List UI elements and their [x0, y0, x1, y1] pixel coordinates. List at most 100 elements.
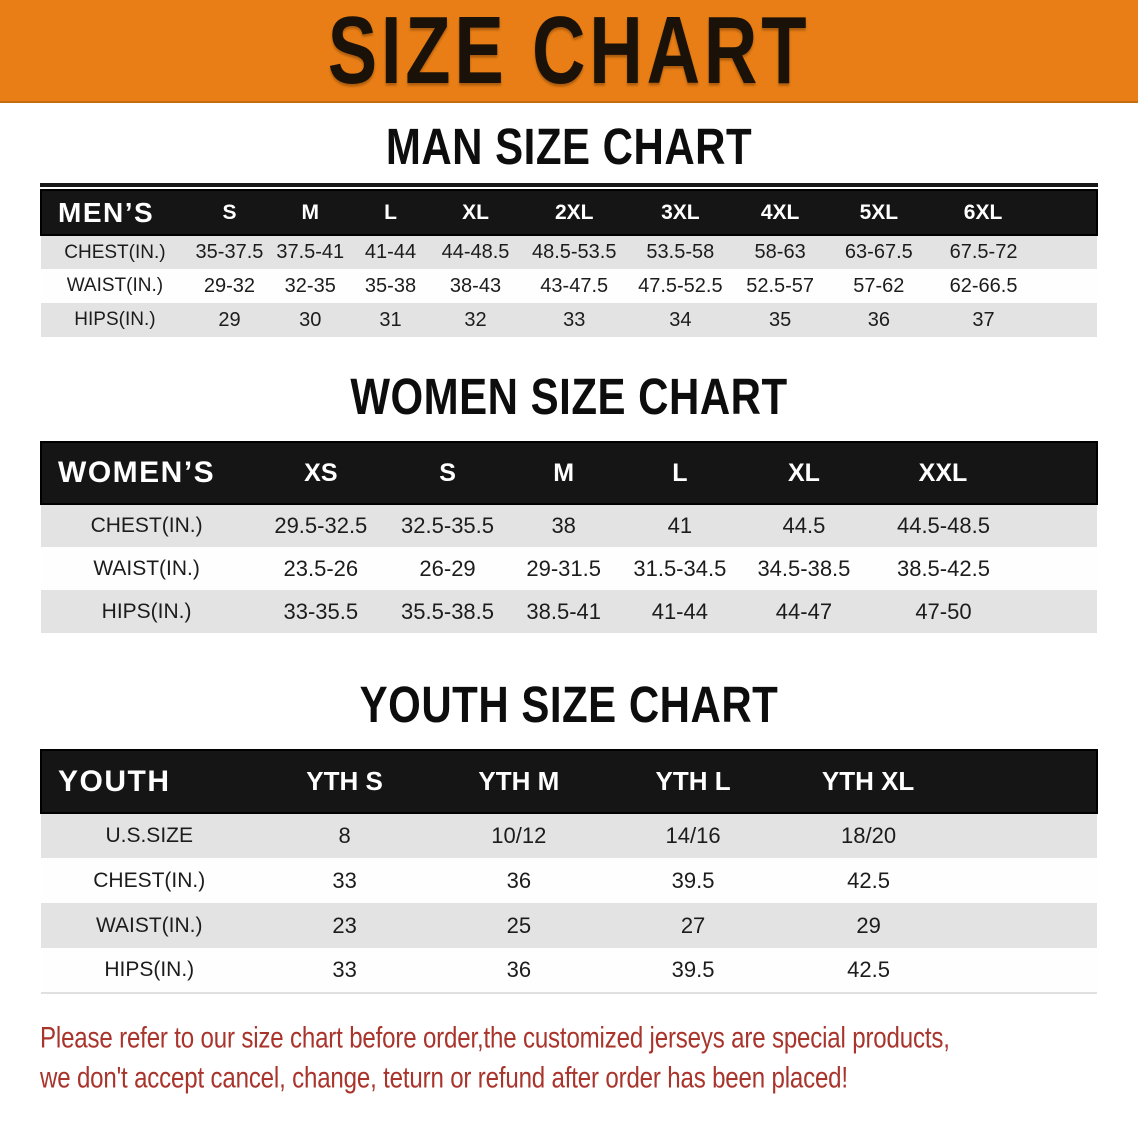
mens-size-table-wrap: MEN’S S M L XL 2XL 3XL 4XL 5XL 6XL CHEST(IN.) 35-37…: [40, 183, 1098, 337]
size-value: 32: [464, 308, 487, 331]
table-row: CHEST(IN.) 35-37.5 37.5-41 41-44 44-48.5 48.5…: [41, 235, 1097, 269]
size-value: 35.5-38.5: [401, 598, 495, 624]
size-column-header: XS: [252, 441, 390, 505]
size-value: 44.5-48.5: [896, 513, 990, 538]
size-value: 35-37.5: [195, 241, 264, 263]
row-label: CHEST(IN.): [64, 241, 166, 263]
table-row: CHEST(IN.) 33 36 39.5 42.5: [41, 858, 1097, 903]
size-value: 47-50: [915, 598, 972, 624]
size-column-header: 3XL: [628, 189, 733, 236]
size-value: 67.5-72: [949, 241, 1018, 263]
row-label: CHEST(IN.): [93, 868, 206, 892]
size-column-header: M: [270, 189, 351, 236]
size-column-header: YTH M: [431, 749, 606, 814]
size-value: 18/20: [841, 823, 897, 848]
row-label: WAIST(IN.): [66, 275, 164, 296]
table-corner-label: MEN’S: [40, 189, 189, 236]
size-value: 14/16: [665, 823, 721, 848]
size-value: 47.5-52.5: [638, 274, 723, 297]
size-value: 33: [332, 867, 357, 893]
order-notice: Please refer to our size chart before or…: [40, 1018, 1138, 1098]
size-value: 36: [506, 957, 532, 982]
row-label: HIPS(IN.): [74, 309, 156, 330]
row-label: HIPS(IN.): [101, 599, 192, 623]
youth-size-table-wrap: YOUTH YTH S YTH M YTH L YTH XL U.S.SIZE 8 10/12…: [39, 749, 1098, 994]
size-value: 39.5: [671, 867, 715, 893]
size-column-header: M: [505, 441, 622, 505]
size-column-header: YTH S: [257, 749, 432, 814]
size-column-header: 4XL: [732, 189, 828, 236]
size-value: 58-63: [754, 241, 806, 263]
table-row: HIPS(IN.) 33-35.5 35.5-38.5 38.5-41 41-44 44-…: [41, 590, 1097, 633]
man-section-heading: MAN SIZE CHART: [385, 117, 753, 176]
size-value: 34: [669, 308, 692, 331]
table-row: WAIST(IN.) 29-32 32-35 35-38 38-43 43-47.5 47.…: [41, 269, 1097, 303]
size-value: 41: [667, 513, 693, 538]
table-corner-label: WOMEN’S: [39, 441, 253, 505]
table-row: WAIST(IN.) 23.5-26 26-29 29-31.5 31.5-34.5 34…: [41, 547, 1097, 590]
size-column-header: S: [188, 189, 271, 236]
size-value: 48.5-53.5: [531, 241, 617, 263]
size-value: 42.5: [847, 867, 890, 893]
size-value: 35-38: [364, 274, 417, 297]
size-value: 23.5-26: [283, 555, 359, 581]
size-column-header: YTH L: [605, 749, 781, 814]
size-column-header: YTH XL: [780, 749, 1098, 814]
size-value: 62-66.5: [949, 274, 1018, 297]
size-value: 42.5: [847, 957, 890, 982]
row-label: HIPS(IN.): [104, 958, 195, 981]
youth-size-table: YOUTH YTH S YTH M YTH L YTH XL U.S.SIZE 8 10/12…: [39, 749, 1098, 994]
size-value: 44-48.5: [441, 241, 510, 263]
size-value: 38.5-42.5: [896, 555, 990, 581]
size-value: 34.5-38.5: [757, 555, 851, 581]
size-column-header: 6XL: [930, 189, 1098, 236]
size-value: 31.5-34.5: [633, 555, 727, 581]
size-value: 26-29: [419, 555, 476, 581]
size-value: 41-44: [651, 598, 708, 624]
order-notice-line1: Please refer to our size chart before or…: [40, 1021, 950, 1054]
size-value: 31: [379, 308, 402, 331]
size-value: 32-35: [284, 274, 336, 297]
page-title: SIZE CHART: [327, 0, 811, 104]
table-row: WAIST(IN.) 23 25 27 29: [41, 903, 1097, 948]
womens-size-table: WOMEN’S XS S M L XL XXL CHEST(IN.) 29.5-32.5 32.5…: [39, 441, 1099, 633]
size-column-header: 2XL: [520, 189, 629, 236]
row-label: U.S.SIZE: [105, 824, 193, 847]
size-value: 33: [563, 308, 586, 331]
size-value: 44.5: [782, 513, 826, 538]
size-value: 29: [218, 308, 241, 331]
size-value: 29-32: [203, 274, 256, 297]
size-value: 63-67.5: [844, 241, 913, 263]
size-value: 43-47.5: [540, 274, 609, 297]
size-column-header: L: [621, 441, 738, 505]
size-value: 52.5-57: [746, 274, 815, 297]
size-column-header: 5XL: [827, 189, 931, 236]
size-value: 29-31.5: [526, 555, 601, 581]
size-value: 39.5: [671, 957, 715, 982]
size-value: 23: [332, 912, 357, 938]
size-column-header: XL: [430, 189, 521, 236]
size-value: 29: [856, 912, 881, 938]
size-value: 33: [332, 957, 357, 982]
table-corner-label: YOUTH: [39, 749, 258, 814]
mens-size-table: MEN’S S M L XL 2XL 3XL 4XL 5XL 6XL CHEST(IN.) 35-37…: [40, 189, 1098, 337]
size-value: 30: [299, 308, 322, 331]
table-row: HIPS(IN.) 29 30 31 32 33 34 35 36 37: [41, 303, 1097, 337]
size-value: 33-35.5: [283, 598, 359, 624]
women-section: WOMEN SIZE CHART: [0, 368, 1138, 425]
women-section-heading: WOMEN SIZE CHART: [350, 367, 788, 426]
size-value: 8: [338, 823, 351, 848]
row-label: WAIST(IN.): [93, 556, 200, 580]
size-value: 36: [506, 867, 532, 893]
size-value: 35: [769, 308, 792, 331]
size-value: 38.5-41: [526, 598, 601, 624]
size-value: 25: [506, 912, 532, 938]
size-value: 29.5-32.5: [274, 513, 368, 538]
row-label: CHEST(IN.): [90, 514, 203, 537]
youth-section-heading: YOUTH SIZE CHART: [359, 675, 779, 734]
size-value: 38: [551, 513, 576, 538]
size-value: 38-43: [449, 274, 502, 297]
size-column-header: S: [389, 441, 506, 505]
size-column-header: XXL: [869, 441, 1099, 505]
row-label: WAIST(IN.): [95, 913, 203, 937]
